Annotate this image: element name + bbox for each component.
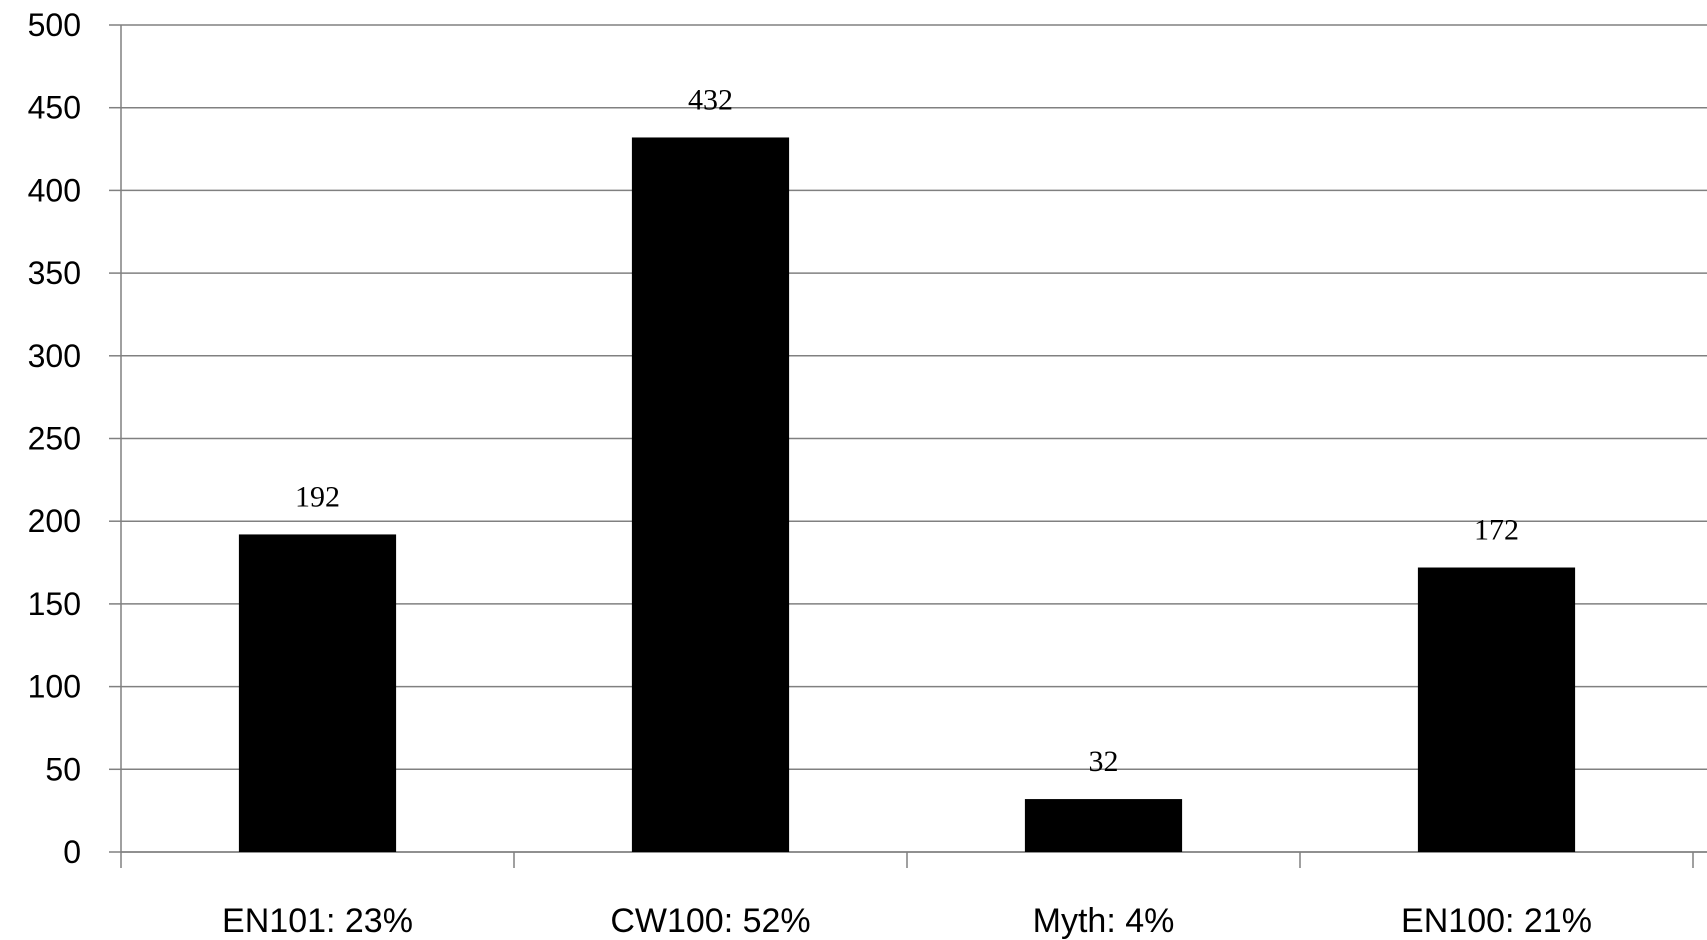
bars — [238, 137, 1576, 853]
y-tick-label-150: 150 — [28, 586, 81, 622]
bar-1 — [631, 137, 790, 853]
category-label-0: EN101: 23% — [222, 902, 413, 940]
y-tick-label-400: 400 — [28, 172, 81, 208]
y-tick-label-50: 50 — [45, 751, 81, 787]
data-label-2: 32 — [1089, 745, 1119, 778]
y-tick-label-300: 300 — [28, 338, 81, 374]
y-tick-label-0: 0 — [63, 834, 81, 870]
data-labels: 192 432 32 172 — [295, 83, 1519, 778]
x-axis-category-labels: EN101: 23% CW100: 52% Myth: 4% EN100: 21% — [222, 902, 1592, 940]
bar-0 — [238, 534, 397, 852]
y-tick-label-200: 200 — [28, 503, 81, 539]
bar-3 — [1417, 567, 1576, 852]
y-tick-label-350: 350 — [28, 255, 81, 291]
y-tick-label-250: 250 — [28, 421, 81, 457]
category-label-2: Myth: 4% — [1033, 902, 1175, 940]
y-tick-label-100: 100 — [28, 669, 81, 705]
data-label-1: 432 — [688, 83, 733, 116]
data-label-0: 192 — [295, 480, 340, 513]
y-tick-label-450: 450 — [28, 90, 81, 126]
y-tick-label-500: 500 — [28, 7, 81, 43]
category-label-3: EN100: 21% — [1401, 902, 1592, 940]
data-label-3: 172 — [1474, 514, 1519, 547]
category-label-1: CW100: 52% — [610, 902, 810, 940]
y-axis-tick-labels: 0 50 100 150 200 250 300 350 400 450 500 — [28, 7, 81, 870]
bar-2 — [1024, 799, 1183, 852]
